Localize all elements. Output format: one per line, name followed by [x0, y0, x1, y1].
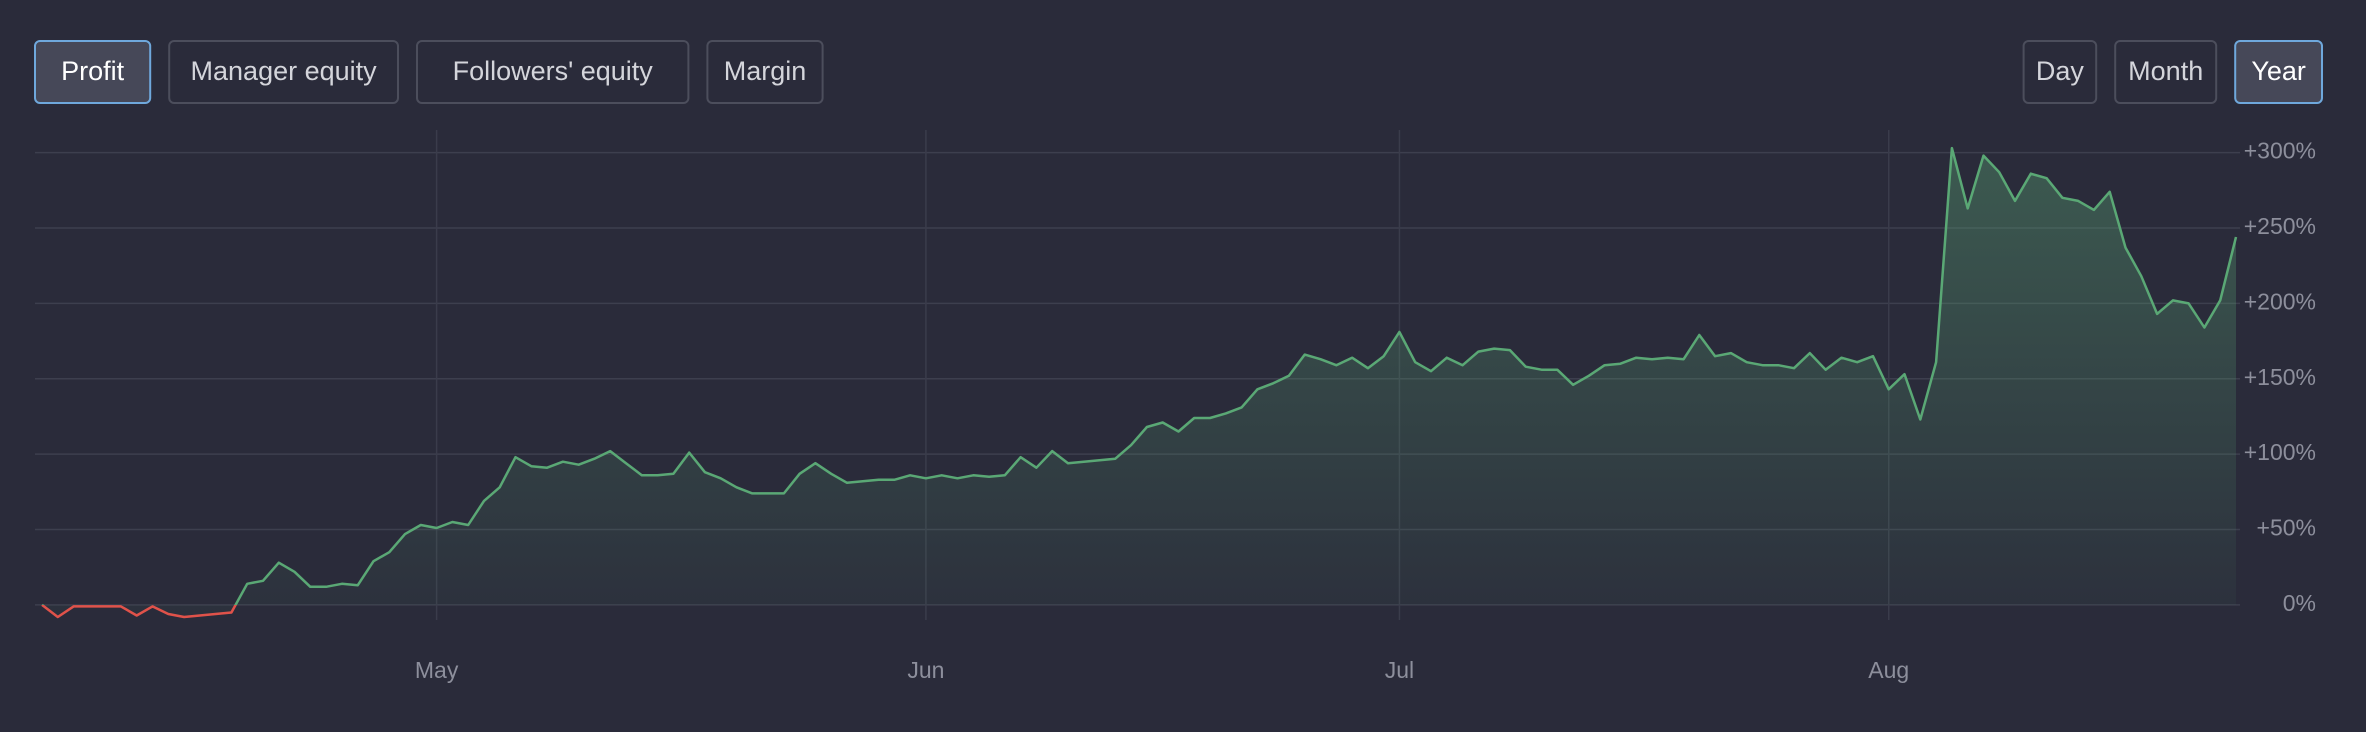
- button-label: Followers' equity: [453, 56, 654, 86]
- profit-line: [41, 146, 2238, 619]
- button-frame: [34, 40, 152, 104]
- tabs: Profit Manager equity Followers' equity Mar…: [34, 40, 2323, 104]
- button-label: Month: [2128, 56, 2203, 86]
- tab-button[interactable]: Profit: [34, 40, 152, 104]
- button-label: Profit: [61, 56, 125, 86]
- button-label: Day: [2036, 56, 2085, 86]
- area: [42, 148, 2236, 617]
- button-frame: [416, 40, 690, 104]
- x-tick-label: Jun: [907, 657, 944, 683]
- tab-button[interactable]: Year: [2234, 40, 2323, 104]
- button-frame: [2022, 40, 2098, 104]
- button-frame: [2114, 40, 2218, 104]
- x-tick-label: May: [415, 657, 459, 683]
- y-tick-label: +100%: [2244, 439, 2316, 465]
- tab-button[interactable]: Followers' equity: [416, 40, 690, 104]
- tab-button[interactable]: Margin: [706, 40, 824, 104]
- y-tick-label: +200%: [2244, 288, 2316, 314]
- y-tick-label: +50%: [2257, 515, 2316, 541]
- tab-button[interactable]: Manager equity: [168, 40, 399, 104]
- button-label: Manager equity: [191, 56, 378, 86]
- x-tick-label: Aug: [1868, 657, 1909, 683]
- tab-button[interactable]: Month: [2114, 40, 2218, 104]
- y-tick-label: +150%: [2244, 364, 2316, 390]
- button-frame: [706, 40, 824, 104]
- plot: [41, 146, 2238, 619]
- y-tick-label: 0%: [2283, 590, 2316, 616]
- tab-button[interactable]: Day: [2022, 40, 2098, 104]
- button-frame: [168, 40, 399, 104]
- y-tick-label: +250%: [2244, 213, 2316, 239]
- y-tick-label: +300%: [2244, 138, 2316, 164]
- button-frame: [2234, 40, 2323, 104]
- button-label: Margin: [724, 56, 807, 86]
- button-label: Year: [2251, 56, 2306, 86]
- x-tick-label: Jul: [1385, 657, 1414, 683]
